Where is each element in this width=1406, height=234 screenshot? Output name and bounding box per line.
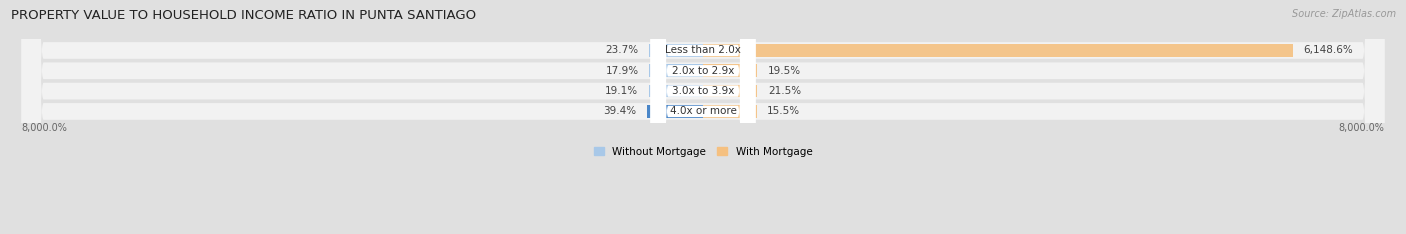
Bar	[703, 44, 1292, 57]
Text: 6,148.6%: 6,148.6%	[1303, 45, 1353, 55]
Text: PROPERTY VALUE TO HOUSEHOLD INCOME RATIO IN PUNTA SANTIAGO: PROPERTY VALUE TO HOUSEHOLD INCOME RATIO…	[11, 9, 477, 22]
FancyBboxPatch shape	[651, 0, 755, 234]
Bar	[648, 44, 703, 57]
FancyBboxPatch shape	[21, 0, 1385, 234]
Bar	[703, 65, 756, 77]
Text: 23.7%: 23.7%	[605, 45, 638, 55]
Bar	[650, 65, 703, 77]
Bar	[703, 105, 756, 118]
Text: Less than 2.0x: Less than 2.0x	[665, 45, 741, 55]
Text: 3.0x to 3.9x: 3.0x to 3.9x	[672, 86, 734, 96]
FancyBboxPatch shape	[21, 0, 1385, 234]
Text: 8,000.0%: 8,000.0%	[21, 123, 67, 133]
Text: Source: ZipAtlas.com: Source: ZipAtlas.com	[1292, 9, 1396, 19]
FancyBboxPatch shape	[21, 0, 1385, 234]
FancyBboxPatch shape	[651, 0, 755, 234]
FancyBboxPatch shape	[21, 0, 1385, 234]
Text: 2.0x to 2.9x: 2.0x to 2.9x	[672, 66, 734, 76]
Text: 8,000.0%: 8,000.0%	[1339, 123, 1385, 133]
Text: 19.1%: 19.1%	[606, 86, 638, 96]
Legend: Without Mortgage, With Mortgage: Without Mortgage, With Mortgage	[589, 143, 817, 161]
Text: 4.0x or more: 4.0x or more	[669, 106, 737, 117]
Bar	[650, 85, 703, 97]
Bar	[647, 105, 703, 118]
Text: 15.5%: 15.5%	[768, 106, 800, 117]
Text: 39.4%: 39.4%	[603, 106, 637, 117]
FancyBboxPatch shape	[651, 0, 755, 234]
Text: 21.5%: 21.5%	[768, 86, 801, 96]
Text: 19.5%: 19.5%	[768, 66, 801, 76]
Text: 17.9%: 17.9%	[606, 66, 638, 76]
Bar	[703, 85, 758, 97]
FancyBboxPatch shape	[651, 0, 755, 234]
